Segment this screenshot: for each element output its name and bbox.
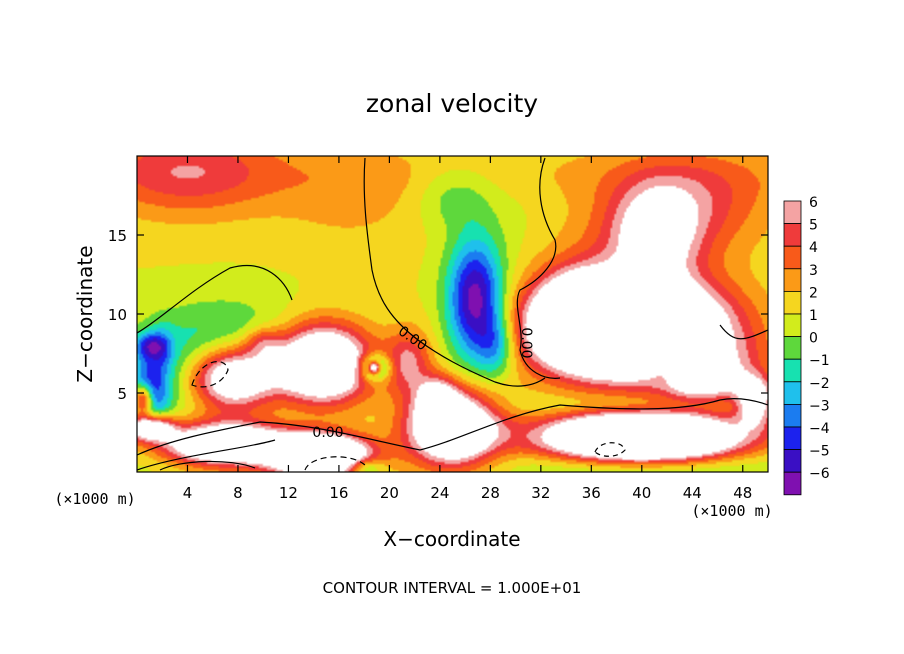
x-tick-label: 44: [683, 484, 702, 502]
contour-label-right: 0.00: [518, 327, 534, 358]
zero-contour-right: [516, 157, 561, 379]
y-axis-ticks: 5 10 15: [108, 227, 768, 403]
x-tick-label: 40: [632, 484, 651, 502]
x-tick-label: 32: [531, 484, 550, 502]
colorbar-label: 1: [809, 308, 818, 324]
colorbar-swatch: [783, 223, 802, 247]
y-tick-label: 5: [117, 385, 127, 403]
colorbar-label: −2: [809, 376, 830, 392]
colorbar-swatch: [783, 313, 802, 338]
colorbar-swatch: [783, 358, 802, 383]
x-tick-label: 12: [279, 484, 298, 502]
contour-lines: [137, 157, 768, 471]
dashed-contour-right: [594, 442, 626, 457]
colorbar-swatch: [783, 336, 802, 360]
colorbar-label: 3: [809, 263, 818, 279]
colorbar-swatch: [783, 381, 802, 405]
x-tick-label: 36: [582, 484, 601, 502]
x-tick-label: 24: [430, 484, 449, 502]
x-axis-title: X−coordinate: [383, 527, 520, 551]
zero-contour-lower: [137, 398, 768, 456]
chart-title: zonal velocity: [366, 89, 538, 118]
colorbar-swatch: [783, 403, 802, 428]
dashed-contour-bottom: [304, 456, 366, 471]
dashed-contour-left: [191, 361, 229, 388]
zero-contour-upper-left: [137, 264, 293, 334]
y-tick-label: 15: [108, 227, 127, 245]
colorbar-swatch: [783, 245, 802, 270]
x-tick-label: 48: [733, 484, 752, 502]
colorbar-label: −4: [809, 421, 830, 437]
contour-label-lower: 0.00: [312, 425, 343, 441]
colorbar-swatch: [783, 426, 802, 451]
x-tick-label: 16: [329, 484, 348, 502]
colorbar-swatch: [783, 268, 802, 292]
colorbar-label: 6: [809, 195, 818, 211]
colorbar-label: −1: [809, 353, 830, 369]
zero-contour-central: [363, 157, 546, 387]
colorbar-label: −5: [809, 444, 830, 460]
y-tick-label: 10: [108, 306, 127, 324]
colorbar-swatch: [783, 471, 802, 496]
colorbar: 6 5 4 3 2 1 0 −1 −2 −3 −4 −5 −6: [783, 195, 830, 496]
colorbar-swatch: [783, 200, 802, 225]
colorbar-label: 0: [809, 331, 818, 347]
colorbar-label: −6: [809, 466, 830, 482]
z-unit-label: (×1000 m): [54, 490, 135, 508]
x-unit-label: (×1000 m): [691, 502, 772, 520]
contour-interval-note: CONTOUR INTERVAL = 1.000E+01: [323, 579, 582, 597]
colorbar-label: 2: [809, 285, 818, 301]
contour-right-edge: [719, 324, 768, 340]
velocity-field-raster: [137, 156, 768, 472]
zero-contour-bottom: [137, 439, 276, 471]
colorbar-label: −3: [809, 398, 830, 414]
x-tick-label: 4: [183, 484, 193, 502]
y-axis-title: Z−coordinate: [73, 245, 97, 382]
contour-bottom-inner: [159, 460, 256, 471]
x-axis-ticks: 4 8 12 16 20 24 28 32 36 40 44 48: [183, 156, 752, 502]
x-tick-label: 20: [380, 484, 399, 502]
x-tick-label: 8: [233, 484, 243, 502]
colorbar-swatch: [783, 290, 802, 315]
colorbar-label: 5: [809, 218, 818, 234]
colorbar-swatch: [783, 449, 802, 473]
x-tick-label: 28: [481, 484, 500, 502]
colorbar-label: 4: [809, 240, 818, 256]
